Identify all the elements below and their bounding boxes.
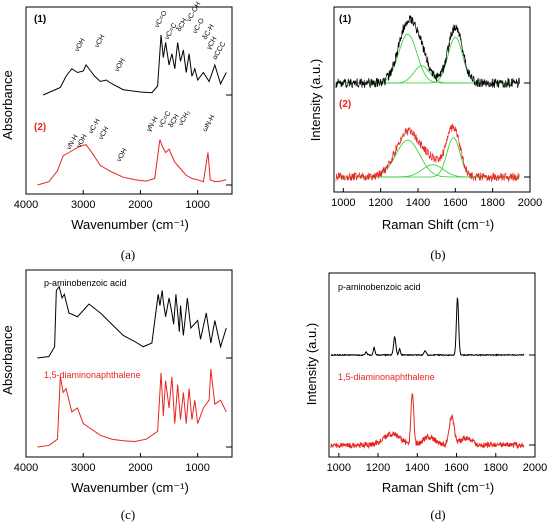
panel-c-frame bbox=[25, 269, 233, 458]
panel-a-annotation-1-3: νC=O bbox=[154, 9, 169, 29]
panel-a-annotation-2-3: νCH bbox=[98, 126, 111, 141]
panel-d-xtick-label-0: 1000 bbox=[327, 462, 351, 474]
panel-a-annotation-2-8: νCH₂ bbox=[178, 109, 192, 127]
panel-a-frame bbox=[25, 6, 233, 195]
panel-b-frame bbox=[333, 6, 531, 193]
panel-a-annotation-1-4: νC=C bbox=[164, 22, 179, 41]
panel-a-xtick-label-2: 2000 bbox=[128, 199, 152, 211]
panel-a-annotation-2-9: ωN-H bbox=[202, 114, 217, 133]
panel-a-series2-line bbox=[37, 139, 227, 186]
panel-a-annotation-2-4: νOH bbox=[116, 147, 129, 163]
panel-a-xlabel: Wavenumber (cm⁻¹) bbox=[71, 217, 189, 232]
panel-a-annotation-1-1: νCH bbox=[94, 34, 107, 49]
panel-b-xlabel: Raman Shift (cm⁻¹) bbox=[382, 217, 494, 232]
panel-d-series1-label: p-aminobenzoic acid bbox=[338, 282, 421, 292]
panel-c-xtick-label-3: 1000 bbox=[185, 462, 209, 474]
panel-d-xtick-label-3: 1600 bbox=[444, 462, 468, 474]
panel-d-caption: (d) bbox=[430, 507, 445, 522]
panel-d-xtick-label-4: 1800 bbox=[484, 462, 508, 474]
panel-d-series1-line bbox=[330, 297, 525, 357]
panel-a-annotation-1-0: νOH bbox=[74, 37, 87, 53]
panel-a-series1-line bbox=[42, 34, 227, 96]
panel-b-xtick-label-2: 1400 bbox=[406, 197, 430, 209]
panel-b-series2-fit-component-1 bbox=[335, 139, 520, 178]
panel-b-caption: (b) bbox=[430, 247, 445, 262]
panel-c-series1-label: p-aminobenzoic acid bbox=[44, 278, 127, 288]
panel-a-series2-label: (2) bbox=[34, 122, 46, 133]
panel-c-xlabel: Wavenumber (cm⁻¹) bbox=[71, 480, 189, 495]
panel-a-annotation-2-1: νOH bbox=[76, 133, 89, 149]
panel-c-caption: (c) bbox=[121, 507, 135, 522]
panel-d-ylabel: Intensity (a.u.) bbox=[304, 323, 319, 405]
panel-c-xtick-label-0: 4000 bbox=[14, 462, 38, 474]
panel-c-ir-references: Absorbance Wavenumber (cm⁻¹) (c) p-amino… bbox=[0, 269, 233, 522]
panel-b-series2-fit-component-2 bbox=[335, 137, 520, 178]
panel-c-ylabel: Absorbance bbox=[0, 325, 15, 394]
panel-a-ir-spectra: Absorbance Wavenumber (cm⁻¹) (a) (1) (2)… bbox=[0, 1, 233, 262]
panel-d-xlabel: Raman Shift (cm⁻¹) bbox=[382, 480, 494, 495]
panel-b-series1-label: (1) bbox=[339, 14, 351, 25]
panel-b-xtick-label-3: 1600 bbox=[443, 197, 467, 209]
panel-b-xtick-label-4: 1800 bbox=[480, 197, 504, 209]
panel-d-raman-references: Intensity (a.u.) Raman Shift (cm⁻¹) (d) … bbox=[304, 272, 547, 522]
panel-b-series2-label: (2) bbox=[339, 99, 351, 110]
panel-b-xtick-label-0: 1000 bbox=[331, 197, 355, 209]
panel-a-xtick-label-0: 4000 bbox=[14, 199, 38, 211]
panel-b-series1-line bbox=[335, 15, 520, 89]
panel-b-xtick-label-5: 2000 bbox=[518, 197, 542, 209]
panel-a-caption: (a) bbox=[121, 247, 135, 262]
panel-b-series2-line bbox=[335, 123, 520, 183]
panel-d-xtick-label-1: 1200 bbox=[366, 462, 390, 474]
panel-a-xtick-label-1: 3000 bbox=[71, 199, 95, 211]
panel-a-series1-label: (1) bbox=[34, 14, 46, 25]
panel-b-ylabel: Intensity (a.u.) bbox=[308, 59, 323, 141]
panel-a-annotation-1-2: νOH bbox=[114, 57, 127, 73]
panel-d-xtick-label-2: 1400 bbox=[405, 462, 429, 474]
panel-b-xtick-label-1: 1200 bbox=[368, 197, 392, 209]
panel-a-xtick-label-3: 1000 bbox=[185, 199, 209, 211]
panel-d-xtick-label-5: 2000 bbox=[523, 462, 547, 474]
panel-c-xtick-label-2: 2000 bbox=[128, 462, 152, 474]
panel-c-series2-line bbox=[37, 368, 227, 448]
panel-c-series2-label: 1,5-diaminonaphthalene bbox=[44, 370, 141, 380]
panel-d-series2-line bbox=[330, 393, 525, 450]
panel-d-series2-label: 1,5-diaminonaphthalene bbox=[338, 372, 435, 382]
panel-d-frame bbox=[328, 272, 536, 458]
panel-a-ylabel: Absorbance bbox=[0, 70, 15, 139]
panel-b-raman-fit: Intensity (a.u.) Raman Shift (cm⁻¹) (b) … bbox=[308, 6, 542, 262]
panel-c-series1-line bbox=[37, 285, 227, 359]
panel-c-xtick-label-1: 3000 bbox=[71, 462, 95, 474]
